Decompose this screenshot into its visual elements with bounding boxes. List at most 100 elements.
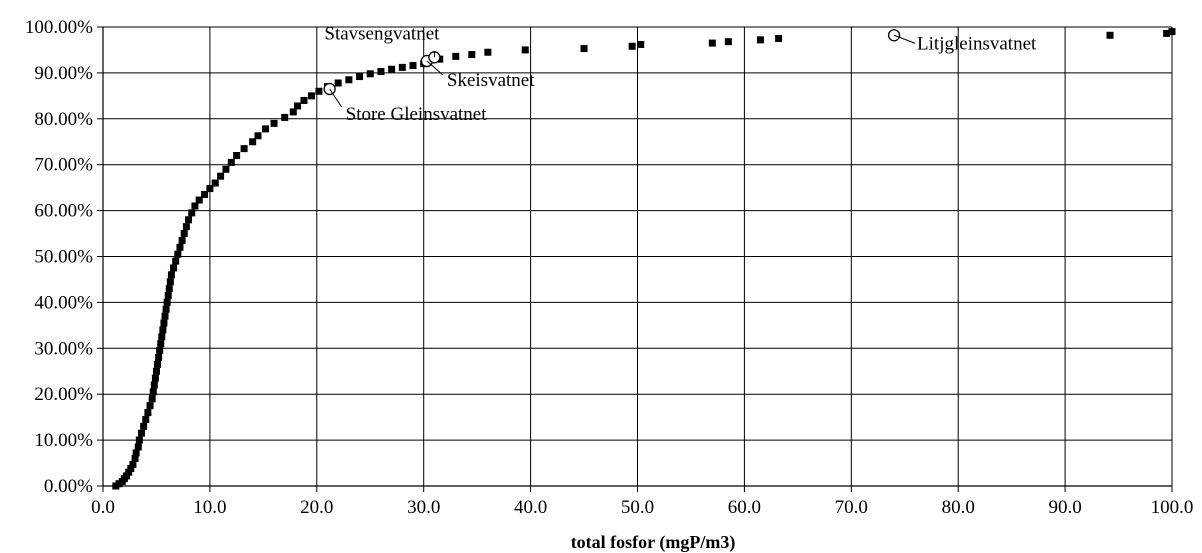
data-point-square <box>146 402 154 410</box>
data-point-square <box>637 40 645 48</box>
data-point-square <box>182 223 190 231</box>
y-tick-label: 70.00% <box>34 155 93 176</box>
data-point-square <box>123 472 131 480</box>
data-point-square <box>127 465 135 473</box>
data-point-square <box>188 209 196 217</box>
data-point-square <box>137 429 145 437</box>
data-point-square <box>1168 28 1176 36</box>
data-point-square <box>176 243 184 251</box>
data-point-square <box>775 34 783 42</box>
data-point-square <box>708 39 716 47</box>
y-tick-labels: 0.00% 10.00% 20.00% 30.00% 40.00% 50.00% 60.00… <box>25 17 93 497</box>
data-point-square <box>178 236 186 244</box>
data-point-square <box>161 312 169 320</box>
data-point-square <box>129 460 137 468</box>
data-point-square <box>159 326 167 334</box>
x-tick-label: 30.0 <box>407 497 440 518</box>
data-point-square <box>270 119 278 127</box>
data-point-square <box>315 87 323 95</box>
data-point-square <box>300 96 308 104</box>
data-point-square <box>152 367 160 375</box>
y-tick-label: 40.00% <box>34 292 93 313</box>
data-point-square <box>140 422 148 430</box>
axes <box>97 26 1173 492</box>
data-point-square <box>377 68 385 76</box>
x-tick-label: 20.0 <box>300 497 333 518</box>
data-point-square <box>195 196 203 204</box>
annotation-label: Skeisvatnet <box>447 70 535 91</box>
data-point-square <box>154 360 162 368</box>
data-point-square <box>150 381 158 389</box>
data-point-square <box>157 340 165 348</box>
data-point-square <box>233 152 241 160</box>
data-point-square <box>191 202 199 210</box>
data-point-square <box>409 62 417 70</box>
data-point-square <box>142 415 150 423</box>
x-axis-label: total fosfor (mgP/m3) <box>571 532 736 553</box>
x-tick-label: 10.0 <box>193 497 226 518</box>
y-tick-label: 100.00% <box>25 17 93 38</box>
y-tick-label: 0.00% <box>44 476 93 497</box>
y-tick-label: 50.00% <box>34 247 93 268</box>
annotation-leader <box>893 34 916 44</box>
data-point-square <box>388 65 396 73</box>
data-point-square <box>160 319 168 327</box>
x-tick-label: 50.0 <box>621 497 654 518</box>
x-tick-label: 90.0 <box>1048 497 1081 518</box>
data-point-square <box>180 230 188 238</box>
data-point-square <box>484 48 492 56</box>
data-point-square <box>163 298 171 306</box>
data-point-square <box>164 292 172 300</box>
x-tick-label: 0.0 <box>91 497 115 518</box>
data-point-square <box>521 46 529 54</box>
data-point-square <box>345 76 353 84</box>
data-point-square <box>156 347 164 355</box>
data-point-square <box>580 45 588 53</box>
data-point-square <box>294 102 302 110</box>
data-point-square <box>185 216 193 224</box>
y-tick-label: 60.00% <box>34 201 93 222</box>
data-point-square <box>724 38 732 46</box>
data-point-square <box>134 443 142 451</box>
data-point-square <box>172 257 180 265</box>
data-point-square <box>217 172 225 180</box>
annotation-label: Store Gleinsvatnet <box>346 104 488 125</box>
data-point-square <box>132 449 140 457</box>
x-tick-label: 40.0 <box>514 497 547 518</box>
data-points <box>112 28 1176 490</box>
x-tick-label: 80.0 <box>942 497 975 518</box>
annotation-label: Litjgleinsvatnet <box>917 33 1037 54</box>
annotation-leader <box>426 60 444 76</box>
data-point-square <box>756 36 764 44</box>
x-tick-label: 100.0 <box>1151 497 1194 518</box>
data-point-square <box>356 73 364 81</box>
gridlines <box>102 26 1173 487</box>
y-tick-label: 30.00% <box>34 338 93 359</box>
data-point-square <box>158 333 166 341</box>
data-point-square <box>206 185 214 193</box>
y-tick-label: 20.00% <box>34 384 93 405</box>
y-tick-label: 80.00% <box>34 109 93 130</box>
data-point-square <box>201 191 209 199</box>
data-point-square <box>149 388 157 396</box>
data-point-square <box>1106 31 1114 39</box>
x-tick-label: 70.0 <box>835 497 868 518</box>
data-point-square <box>162 305 170 313</box>
data-point-square <box>289 108 297 116</box>
y-tick-label: 10.00% <box>34 430 93 451</box>
data-point-square <box>211 179 219 187</box>
data-point-square <box>366 70 374 78</box>
data-point-square <box>227 158 235 166</box>
data-point-square <box>148 395 156 403</box>
data-point-square <box>125 468 133 476</box>
data-point-square <box>155 353 163 361</box>
x-tick-labels: 0.0 10.0 20.0 30.0 40.0 50.0 60.0 70.0 80.0 90.0 1… <box>91 497 1193 518</box>
data-point-square <box>131 454 139 462</box>
data-point-square <box>135 436 143 444</box>
data-point-square <box>240 145 248 153</box>
data-point-square <box>334 79 342 87</box>
data-point-square <box>170 264 178 272</box>
data-point-square <box>167 271 175 279</box>
data-point-square <box>1163 29 1171 37</box>
